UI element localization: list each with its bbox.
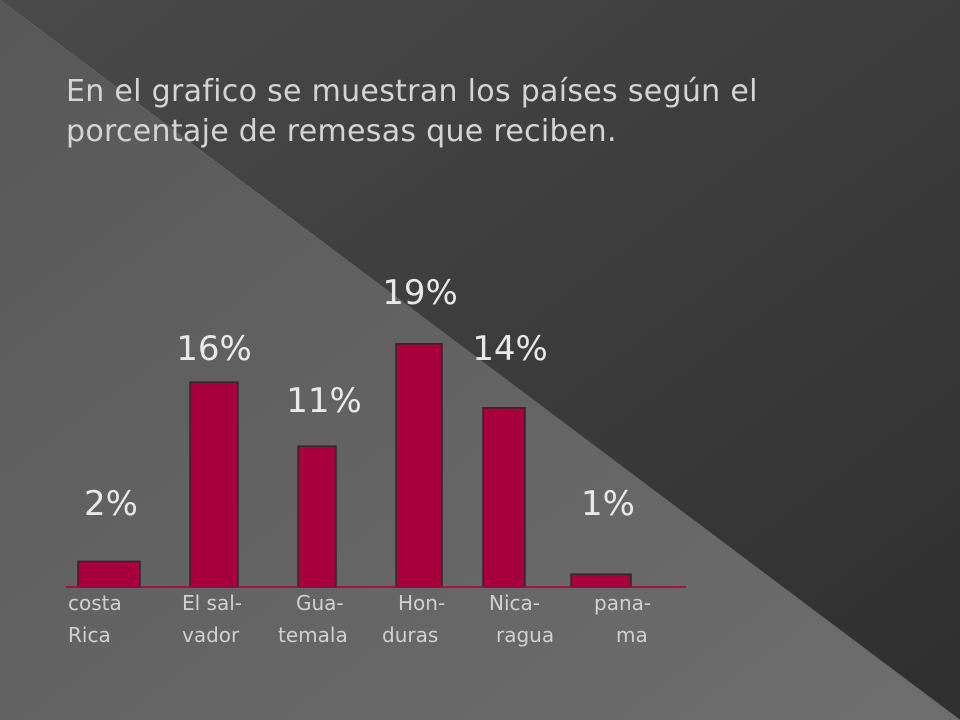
category-label-0-line1: costa (68, 591, 122, 615)
category-label-4-line1: Nica- (489, 591, 540, 615)
data-label-1: 16% (176, 329, 252, 369)
category-label-5-line1: pana- (594, 591, 651, 615)
bar-5 (570, 573, 632, 588)
category-label-5-line2: ma (616, 623, 648, 647)
bar-4 (482, 407, 526, 588)
data-label-4: 14% (472, 329, 548, 369)
category-label-3-line2: duras (382, 623, 438, 647)
bar-0 (77, 560, 141, 588)
data-label-2: 11% (286, 381, 362, 421)
bar-1 (189, 381, 239, 588)
category-label-1-line2: vador (182, 623, 240, 647)
data-labels-group: 2% 16% 11% 19% 14% 1% (84, 273, 635, 524)
category-label-4-line2: ragua (496, 623, 554, 647)
category-label-1-line1: El sal- (182, 591, 242, 615)
category-label-2-line1: Gua- (296, 591, 344, 615)
bar-2 (297, 445, 337, 588)
category-label-3-line1: Hon- (398, 591, 445, 615)
category-labels-group: costa Rica El sal-vador Gua-temala Hon-duras… (68, 591, 651, 647)
slide-title: En el grafico se muestran los países seg… (66, 74, 758, 149)
category-label-2-line2: temala (278, 623, 348, 647)
data-label-3: 19% (382, 273, 458, 313)
bar-3 (395, 343, 443, 588)
category-label-0-line2: Rica (68, 623, 111, 647)
data-label-5: 1% (581, 484, 635, 524)
bars-group (77, 343, 632, 588)
data-label-0: 2% (84, 484, 138, 524)
